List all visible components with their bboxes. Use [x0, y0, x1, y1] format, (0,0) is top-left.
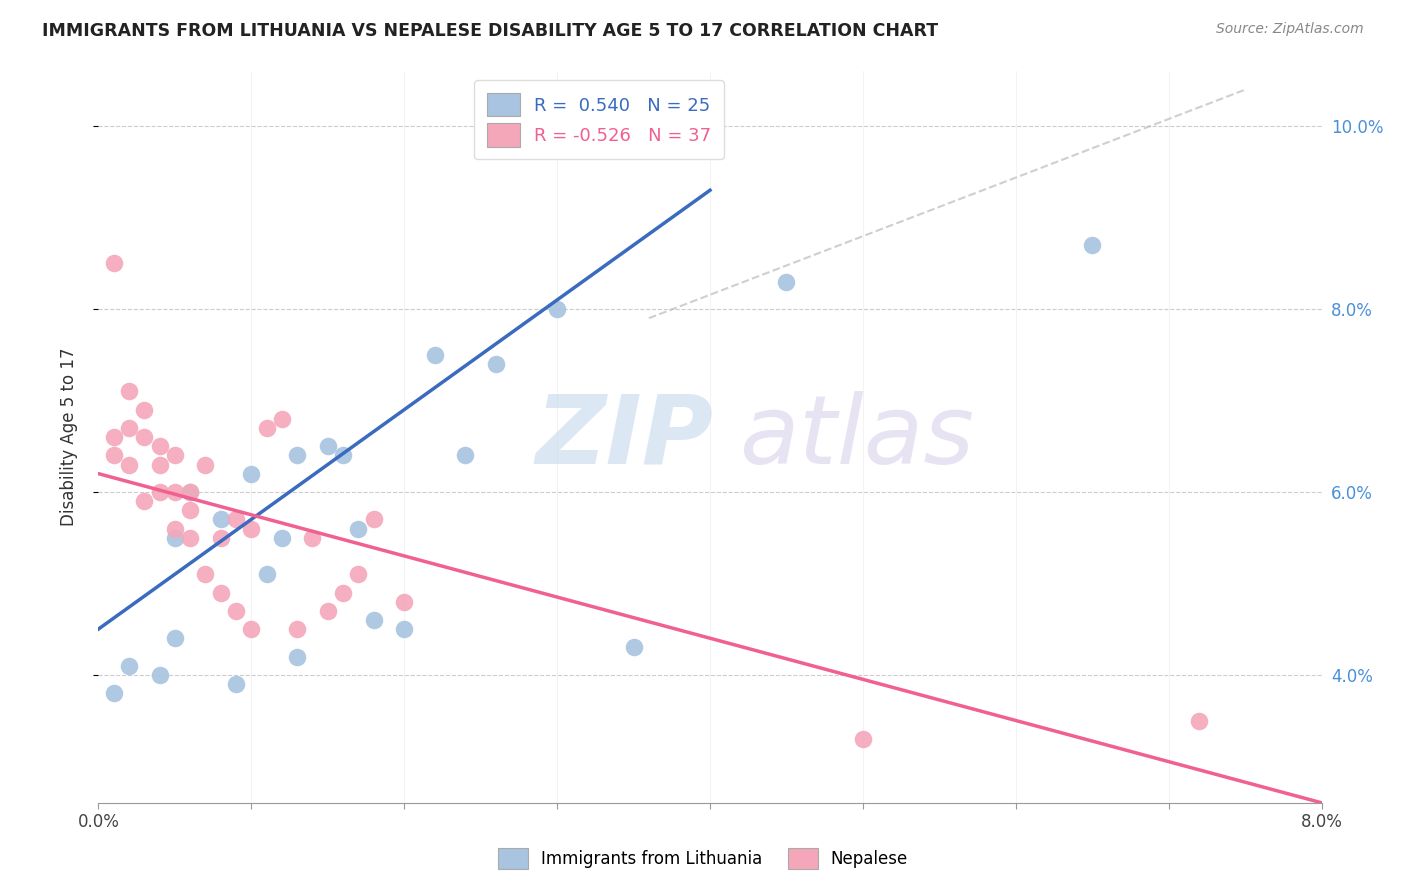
Point — [225, 677, 247, 691]
Point — [225, 512, 247, 526]
Point — [118, 421, 141, 435]
Point — [103, 686, 125, 700]
Point — [163, 448, 186, 462]
Point — [392, 594, 416, 608]
Point — [163, 485, 186, 500]
Point — [316, 604, 339, 618]
Point — [163, 632, 186, 646]
Point — [149, 439, 172, 453]
Point — [347, 521, 370, 535]
Point — [134, 402, 156, 417]
Point — [316, 439, 339, 453]
Point — [225, 604, 247, 618]
Point — [270, 411, 294, 425]
Point — [240, 467, 263, 481]
Point — [485, 357, 508, 371]
Point — [149, 458, 172, 472]
Point — [103, 256, 125, 270]
Point — [332, 448, 354, 462]
Point — [285, 448, 308, 462]
Point — [118, 658, 141, 673]
Point — [149, 485, 172, 500]
Y-axis label: Disability Age 5 to 17: Disability Age 5 to 17 — [59, 348, 77, 526]
Point — [103, 448, 125, 462]
Point — [1081, 238, 1104, 252]
Point — [209, 585, 232, 599]
Point — [256, 421, 278, 435]
Point — [240, 622, 263, 636]
Text: IMMIGRANTS FROM LITHUANIA VS NEPALESE DISABILITY AGE 5 TO 17 CORRELATION CHART: IMMIGRANTS FROM LITHUANIA VS NEPALESE DI… — [42, 22, 938, 40]
Point — [134, 430, 156, 444]
Point — [209, 512, 232, 526]
Point — [392, 622, 416, 636]
Point — [194, 458, 217, 472]
Point — [179, 485, 201, 500]
Text: Source: ZipAtlas.com: Source: ZipAtlas.com — [1216, 22, 1364, 37]
Point — [270, 531, 294, 545]
Point — [1188, 714, 1211, 728]
Point — [775, 275, 797, 289]
Point — [347, 567, 370, 582]
Legend: R =  0.540   N = 25, R = -0.526   N = 37: R = 0.540 N = 25, R = -0.526 N = 37 — [474, 80, 724, 160]
Point — [454, 448, 477, 462]
Point — [256, 567, 278, 582]
Text: atlas: atlas — [740, 391, 974, 483]
Point — [546, 301, 568, 317]
Point — [332, 585, 354, 599]
Point — [134, 494, 156, 508]
Point — [301, 531, 323, 545]
Point — [363, 613, 385, 627]
Point — [179, 485, 201, 500]
Legend: Immigrants from Lithuania, Nepalese: Immigrants from Lithuania, Nepalese — [488, 838, 918, 880]
Point — [179, 503, 201, 517]
Point — [209, 531, 232, 545]
Point — [179, 531, 201, 545]
Point — [163, 521, 186, 535]
Point — [149, 667, 172, 681]
Point — [285, 649, 308, 664]
Point — [103, 430, 125, 444]
Point — [623, 640, 645, 655]
Point — [163, 531, 186, 545]
Point — [240, 521, 263, 535]
Point — [363, 512, 385, 526]
Point — [285, 622, 308, 636]
Text: ZIP: ZIP — [536, 391, 713, 483]
Point — [423, 348, 446, 362]
Point — [118, 384, 141, 399]
Point — [194, 567, 217, 582]
Point — [118, 458, 141, 472]
Point — [852, 731, 875, 746]
